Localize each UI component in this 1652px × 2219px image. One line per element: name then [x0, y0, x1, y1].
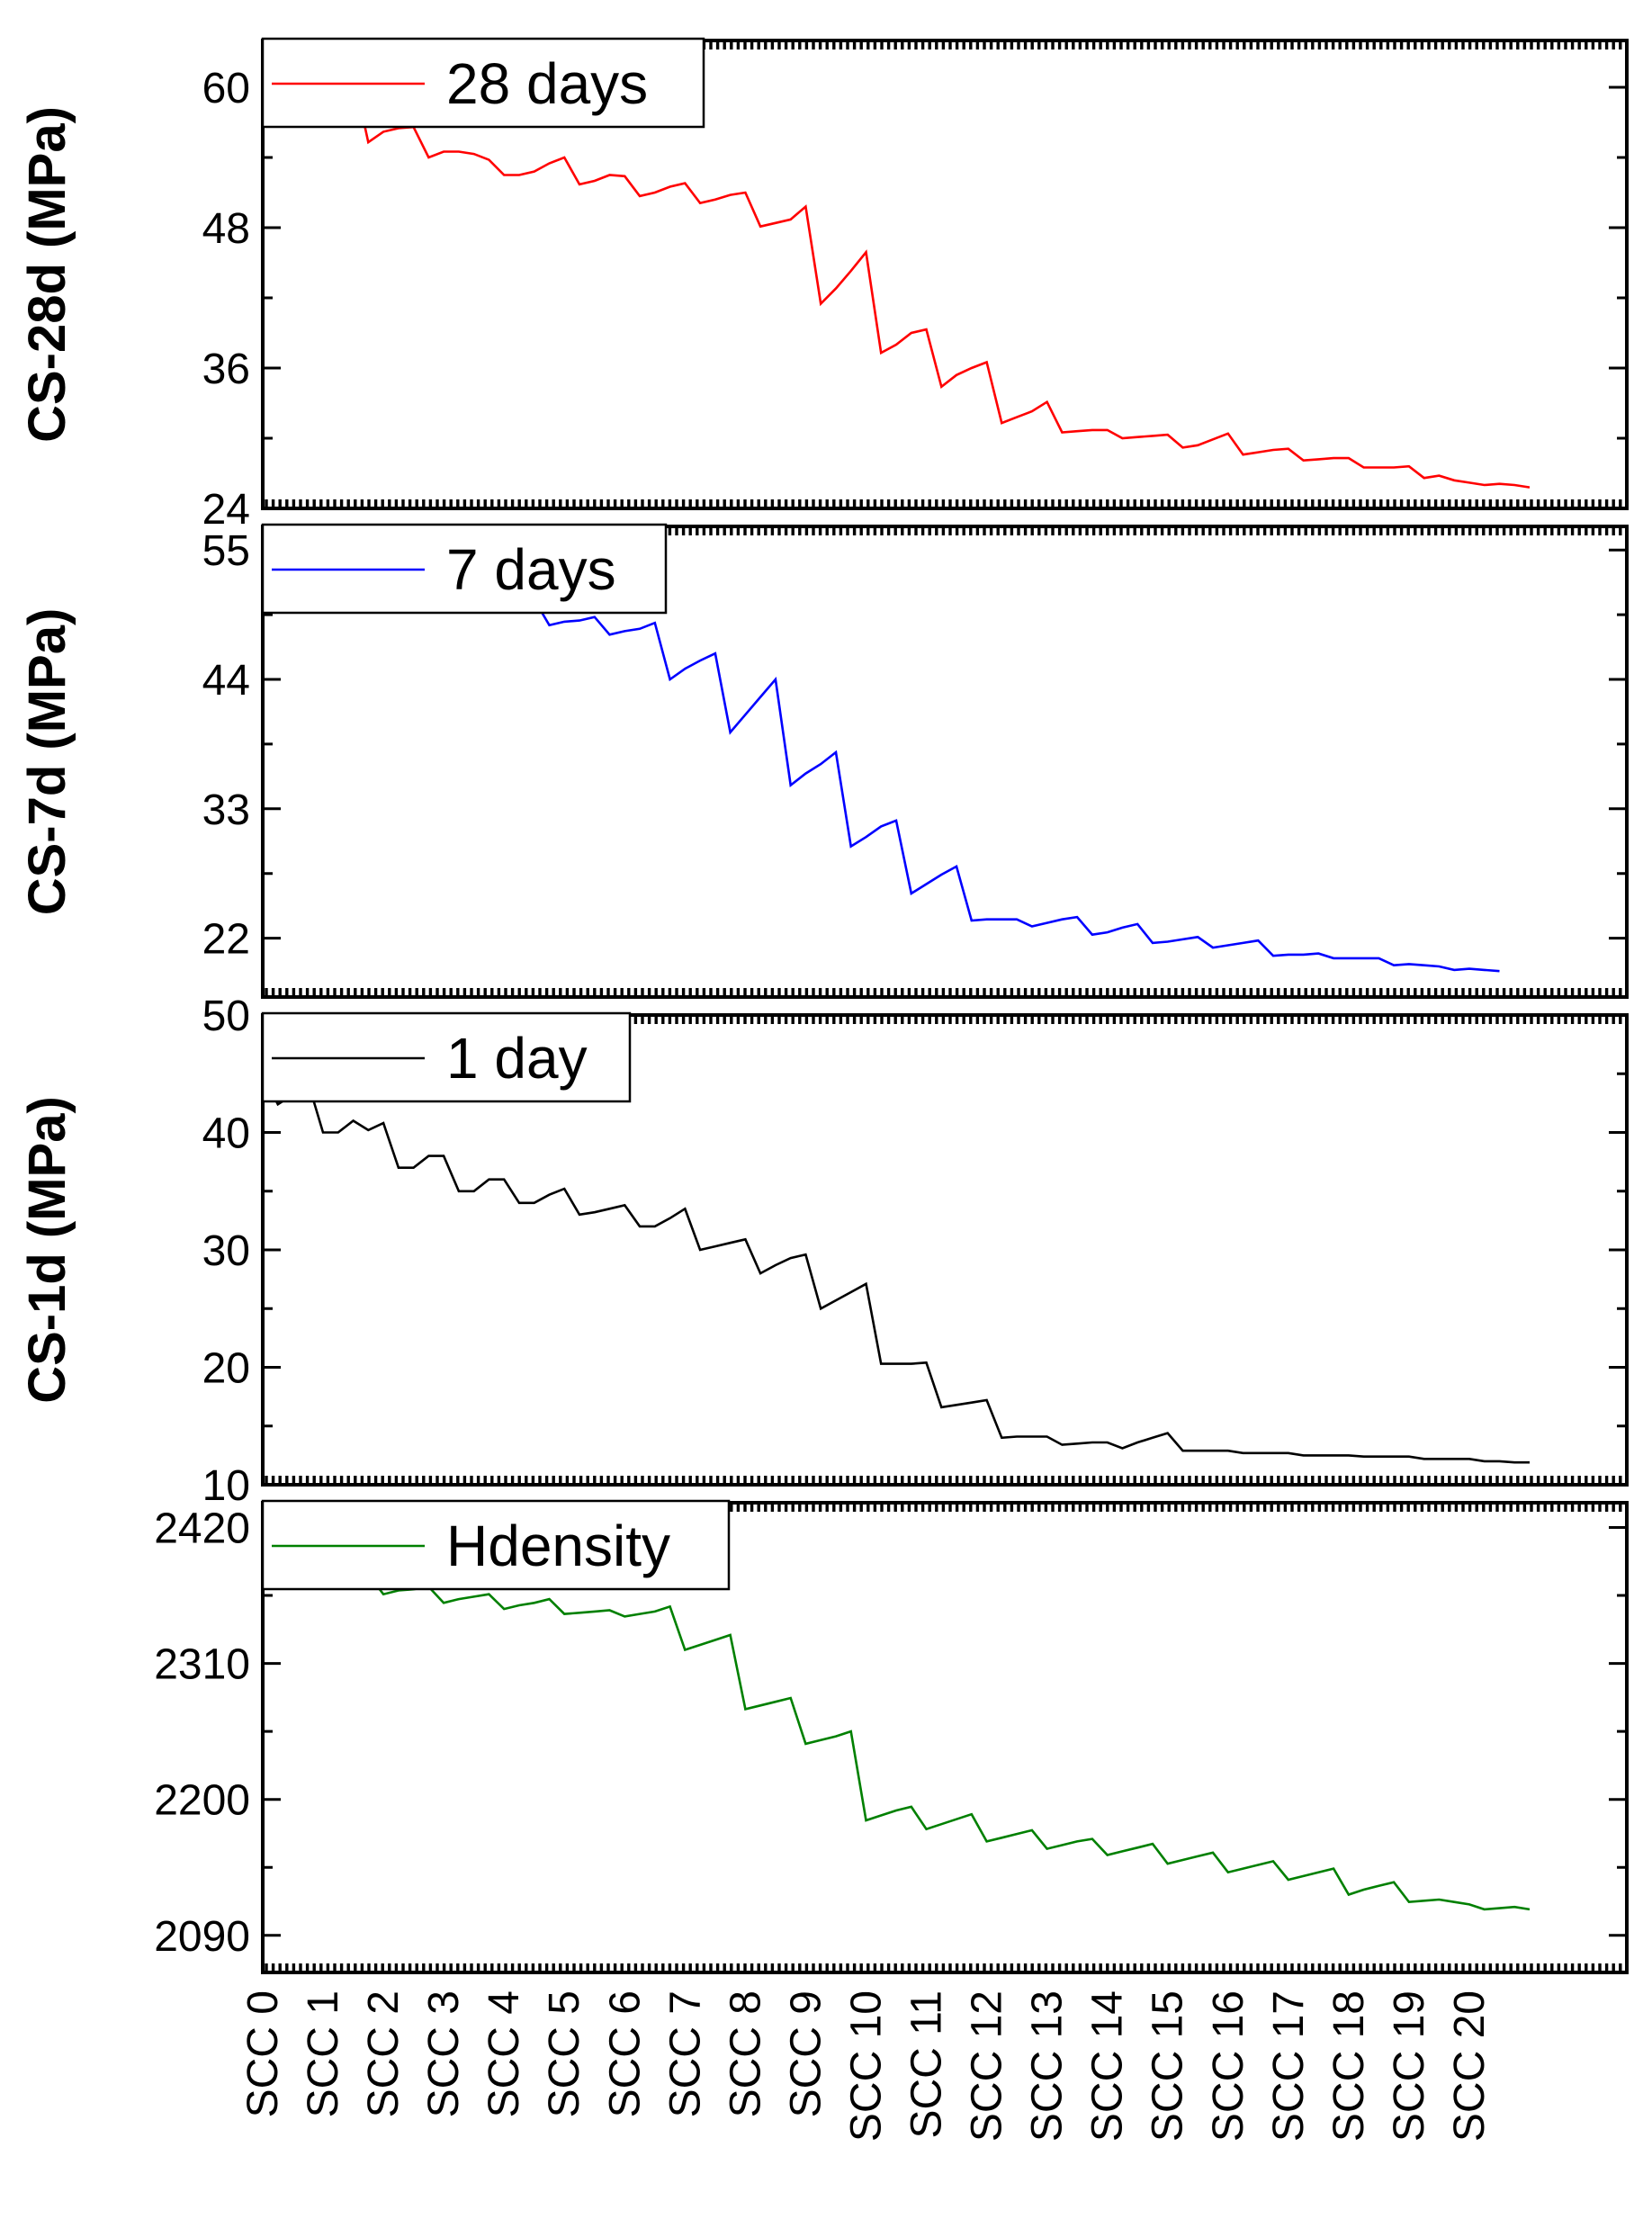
series-line-28-days [276, 40, 1531, 489]
y-axis-title: CS-1d (MPa) [18, 1096, 76, 1404]
x-tick-label: SCC 4 [480, 1990, 528, 2117]
x-tick-label: SCC 16 [1205, 1990, 1252, 2142]
y-tick-label: 55 [202, 527, 250, 575]
legend-label: 28 days [446, 51, 648, 116]
x-tick-label: SCC 13 [1024, 1990, 1072, 2142]
y-axis-title: CS-28d (MPa) [18, 106, 76, 443]
y-axis-title: CS-7d (MPa) [18, 608, 76, 916]
y-tick-label: 2200 [154, 1777, 250, 1825]
y-tick-label: 40 [202, 1110, 250, 1158]
y-tick-label: 2310 [154, 1641, 250, 1689]
x-tick-label: SCC 18 [1325, 1990, 1373, 2142]
x-tick-label: SCC 7 [661, 1990, 709, 2117]
x-tick-label: SCC 17 [1265, 1990, 1313, 2142]
panel-frame [261, 525, 1629, 999]
series-line-hdensity [268, 1503, 1531, 1911]
x-tick-label: SCC 19 [1386, 1990, 1433, 2142]
y-tick-label: 2420 [154, 1505, 250, 1552]
x-tick-label: SCC 15 [1145, 1990, 1192, 2142]
y-tick-label: 24 [202, 486, 250, 534]
x-tick-label: SCC 10 [842, 1990, 890, 2142]
y-tick-label: 44 [202, 657, 250, 705]
panel-frame [261, 1013, 1629, 1487]
y-tick-label: 50 [202, 993, 250, 1040]
x-tick-label: SCC 1 [300, 1990, 347, 2117]
x-tick-label: SCC 6 [601, 1990, 649, 2117]
y-tick-label: 22 [202, 916, 250, 964]
y-tick-label: 36 [202, 346, 250, 393]
panel-3: 2090 2200 2310 2420 Hdensity [154, 1499, 1629, 1974]
legend: 7 days [261, 523, 668, 615]
legend: 1 day [261, 1011, 632, 1103]
x-tick-label: SCC 5 [541, 1990, 588, 2117]
x-tick-label: SCC 20 [1446, 1990, 1494, 2142]
panel-frame [261, 39, 1629, 510]
panel-0: 24 36 48 60 CS-28d (MPa) 28 days [18, 37, 1629, 534]
panel-1: 22 33 44 55 CS-7d (MPa) 7 days [18, 523, 1629, 999]
y-tick-label: 48 [202, 205, 250, 253]
x-tick-label: SCC 14 [1084, 1990, 1132, 2142]
x-tick-label: SCC 11 [903, 1990, 951, 2139]
panel-2: 10 20 30 40 50 CS-1d (MPa) 1 day [18, 993, 1629, 1510]
series-line-1-day [263, 1073, 1530, 1464]
x-tick-label: SCC 9 [782, 1990, 830, 2117]
x-tick-label: SCC 12 [964, 1990, 1011, 2142]
legend-label: 1 day [446, 1026, 588, 1091]
y-tick-label: 60 [202, 65, 250, 112]
x-tick-label: SCC 3 [420, 1990, 468, 2117]
y-tick-label: 20 [202, 1345, 250, 1393]
x-tick-label: SCC 2 [360, 1990, 408, 2117]
y-ticks [263, 1072, 1627, 1428]
panel-frame [261, 1501, 1629, 1974]
y-tick-label: 30 [202, 1227, 250, 1275]
x-tick-label: SCC 8 [722, 1990, 769, 2117]
legend-label: 7 days [446, 537, 616, 602]
y-tick-label: 33 [202, 786, 250, 834]
legend-label: Hdensity [446, 1514, 670, 1578]
legend: Hdensity [261, 1499, 731, 1591]
y-tick-label: 2090 [154, 1913, 250, 1961]
x-tick-label: SCC 0 [239, 1990, 287, 2117]
y-tick-label: 10 [202, 1462, 250, 1510]
legend: 28 days [261, 37, 705, 129]
